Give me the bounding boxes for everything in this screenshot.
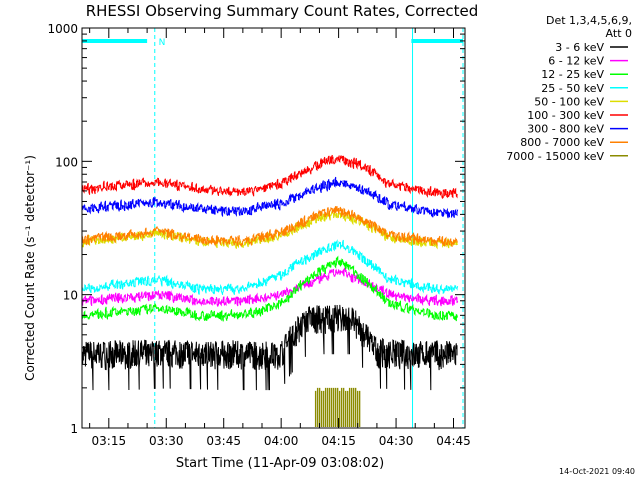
x-tick-label: 03:45 xyxy=(206,434,241,448)
series-25-50-kev-line xyxy=(81,239,459,295)
legend-label: 100 - 300 keV xyxy=(527,109,604,122)
legend-label: 12 - 25 keV xyxy=(541,68,604,81)
series-layer xyxy=(81,154,459,427)
series-3-6-kev-line xyxy=(81,304,458,391)
x-tick-label: 04:00 xyxy=(264,434,299,448)
legend-header-line-1: Det 1,3,4,5,6,9, xyxy=(546,14,632,27)
x-tick-label: 04:15 xyxy=(321,434,356,448)
series-6-12-kev-line xyxy=(81,267,459,307)
legend-label: 3 - 6 keV xyxy=(555,41,604,54)
x-tick-label: 03:15 xyxy=(92,434,127,448)
x-axis-label: Start Time (11-Apr-09 03:08:02) xyxy=(176,456,384,471)
flag-label: N xyxy=(159,38,166,48)
legend-label: 25 - 50 keV xyxy=(541,82,604,95)
legend-label: 800 - 7000 keV xyxy=(520,136,604,149)
series-50-100-kev-line xyxy=(81,209,458,250)
series-300-800-kev-line xyxy=(81,176,459,219)
legend-label: 300 - 800 keV xyxy=(527,123,604,136)
y-tick-label: 1000 xyxy=(47,22,78,36)
x-tick-label: 04:30 xyxy=(379,434,414,448)
series-100-300-kev-line xyxy=(81,154,458,199)
x-tick-label: 03:30 xyxy=(149,434,184,448)
y-tick-label: 100 xyxy=(55,155,78,169)
legend-label: 7000 - 15000 keV xyxy=(506,150,604,163)
y-axis-label: Corrected Count Rate (s⁻¹ detector⁻¹) xyxy=(23,155,37,381)
generation-timestamp: 14-Oct-2021 09:40 xyxy=(559,467,635,476)
series-800-7000-kev-line xyxy=(81,205,458,247)
series-12-25-kev-line xyxy=(81,255,459,322)
x-tick-label: 04:45 xyxy=(436,434,471,448)
chart-title: RHESSI Observing Summary Count Rates, Co… xyxy=(86,2,479,20)
legend-label: 50 - 100 keV xyxy=(534,95,604,108)
plot-frame xyxy=(81,27,466,429)
axis-layer: 1 10 100 1000 03:15 03:30 03:45 04:00 04:15 04:30… xyxy=(47,22,470,448)
y-tick-label: 10 xyxy=(63,289,78,303)
y-tick-label: 1 xyxy=(70,422,78,436)
legend-header-line-2: Att 0 xyxy=(606,27,632,40)
legend-label: 6 - 12 keV xyxy=(548,55,604,68)
